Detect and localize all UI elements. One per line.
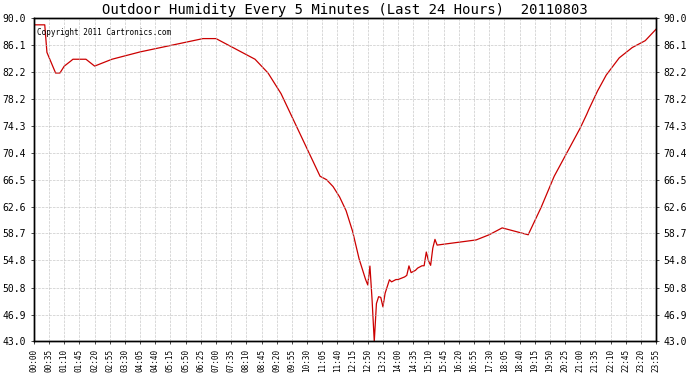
Title: Outdoor Humidity Every 5 Minutes (Last 24 Hours)  20110803: Outdoor Humidity Every 5 Minutes (Last 2… (102, 3, 588, 17)
Text: Copyright 2011 Cartronics.com: Copyright 2011 Cartronics.com (37, 28, 171, 37)
